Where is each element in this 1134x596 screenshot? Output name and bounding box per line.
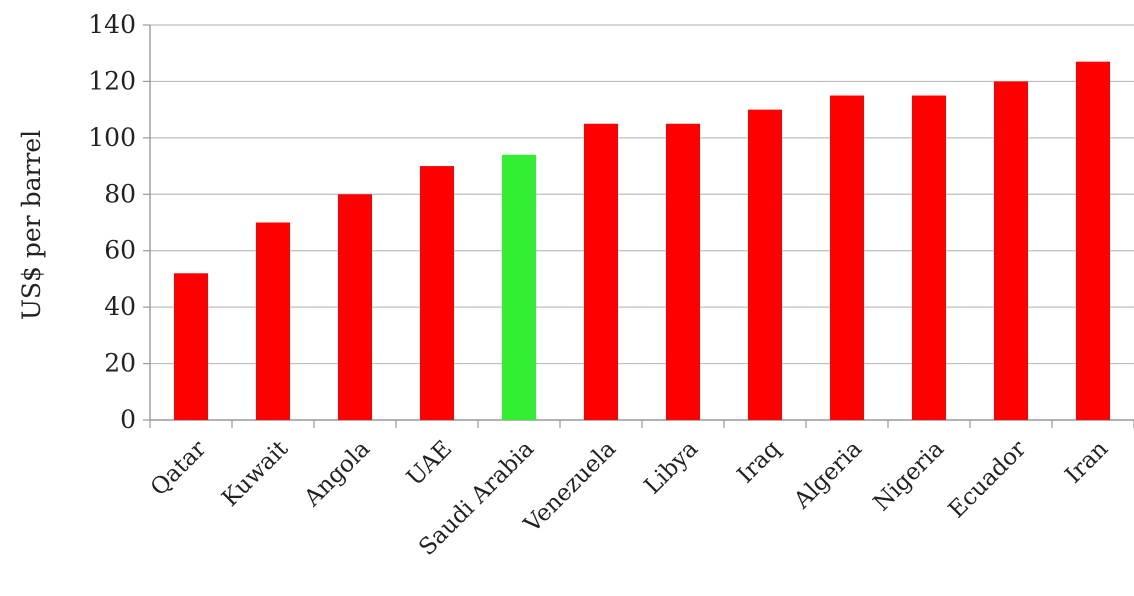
bar-kuwait [256,222,290,420]
bar-iran [1076,61,1110,421]
y-tick-label: 60 [104,236,136,265]
bar-uae [420,166,454,420]
bar-ecuador [994,81,1028,420]
bar-angola [338,194,372,420]
x-tick-label: UAE [402,436,457,491]
x-tick-label: Iraq [733,436,786,489]
bar-nigeria [912,95,946,421]
y-tick-label: 0 [120,405,136,434]
bar-venezuela [584,123,618,420]
x-tick-label: Ecuador [944,436,1032,524]
y-tick-label: 20 [104,349,136,378]
x-tick-label: Libya [640,436,704,500]
x-tick-label: Angola [299,436,376,513]
axes [143,24,1134,428]
x-tick-label: Algeria [788,436,867,515]
y-tick-label: 80 [104,179,136,208]
x-tick-label: Kuwait [217,435,294,512]
bar-libya [666,123,700,420]
y-axis-label: US$ per barrel [17,130,46,320]
y-tick-label: 40 [104,292,136,321]
bar-algeria [830,95,864,421]
y-tick-label: 120 [88,66,136,95]
x-tick-label: Iran [1060,436,1113,489]
gridlines [150,24,1134,365]
x-tick-label: Nigeria [869,436,950,517]
bar-saudi-arabia [502,154,536,421]
bar-iraq [748,109,782,421]
y-tick-label: 100 [88,123,136,152]
y-tick-label: 140 [88,10,136,39]
bars [174,61,1110,421]
bar-qatar [174,273,208,420]
x-tick-label: Qatar [146,436,211,501]
